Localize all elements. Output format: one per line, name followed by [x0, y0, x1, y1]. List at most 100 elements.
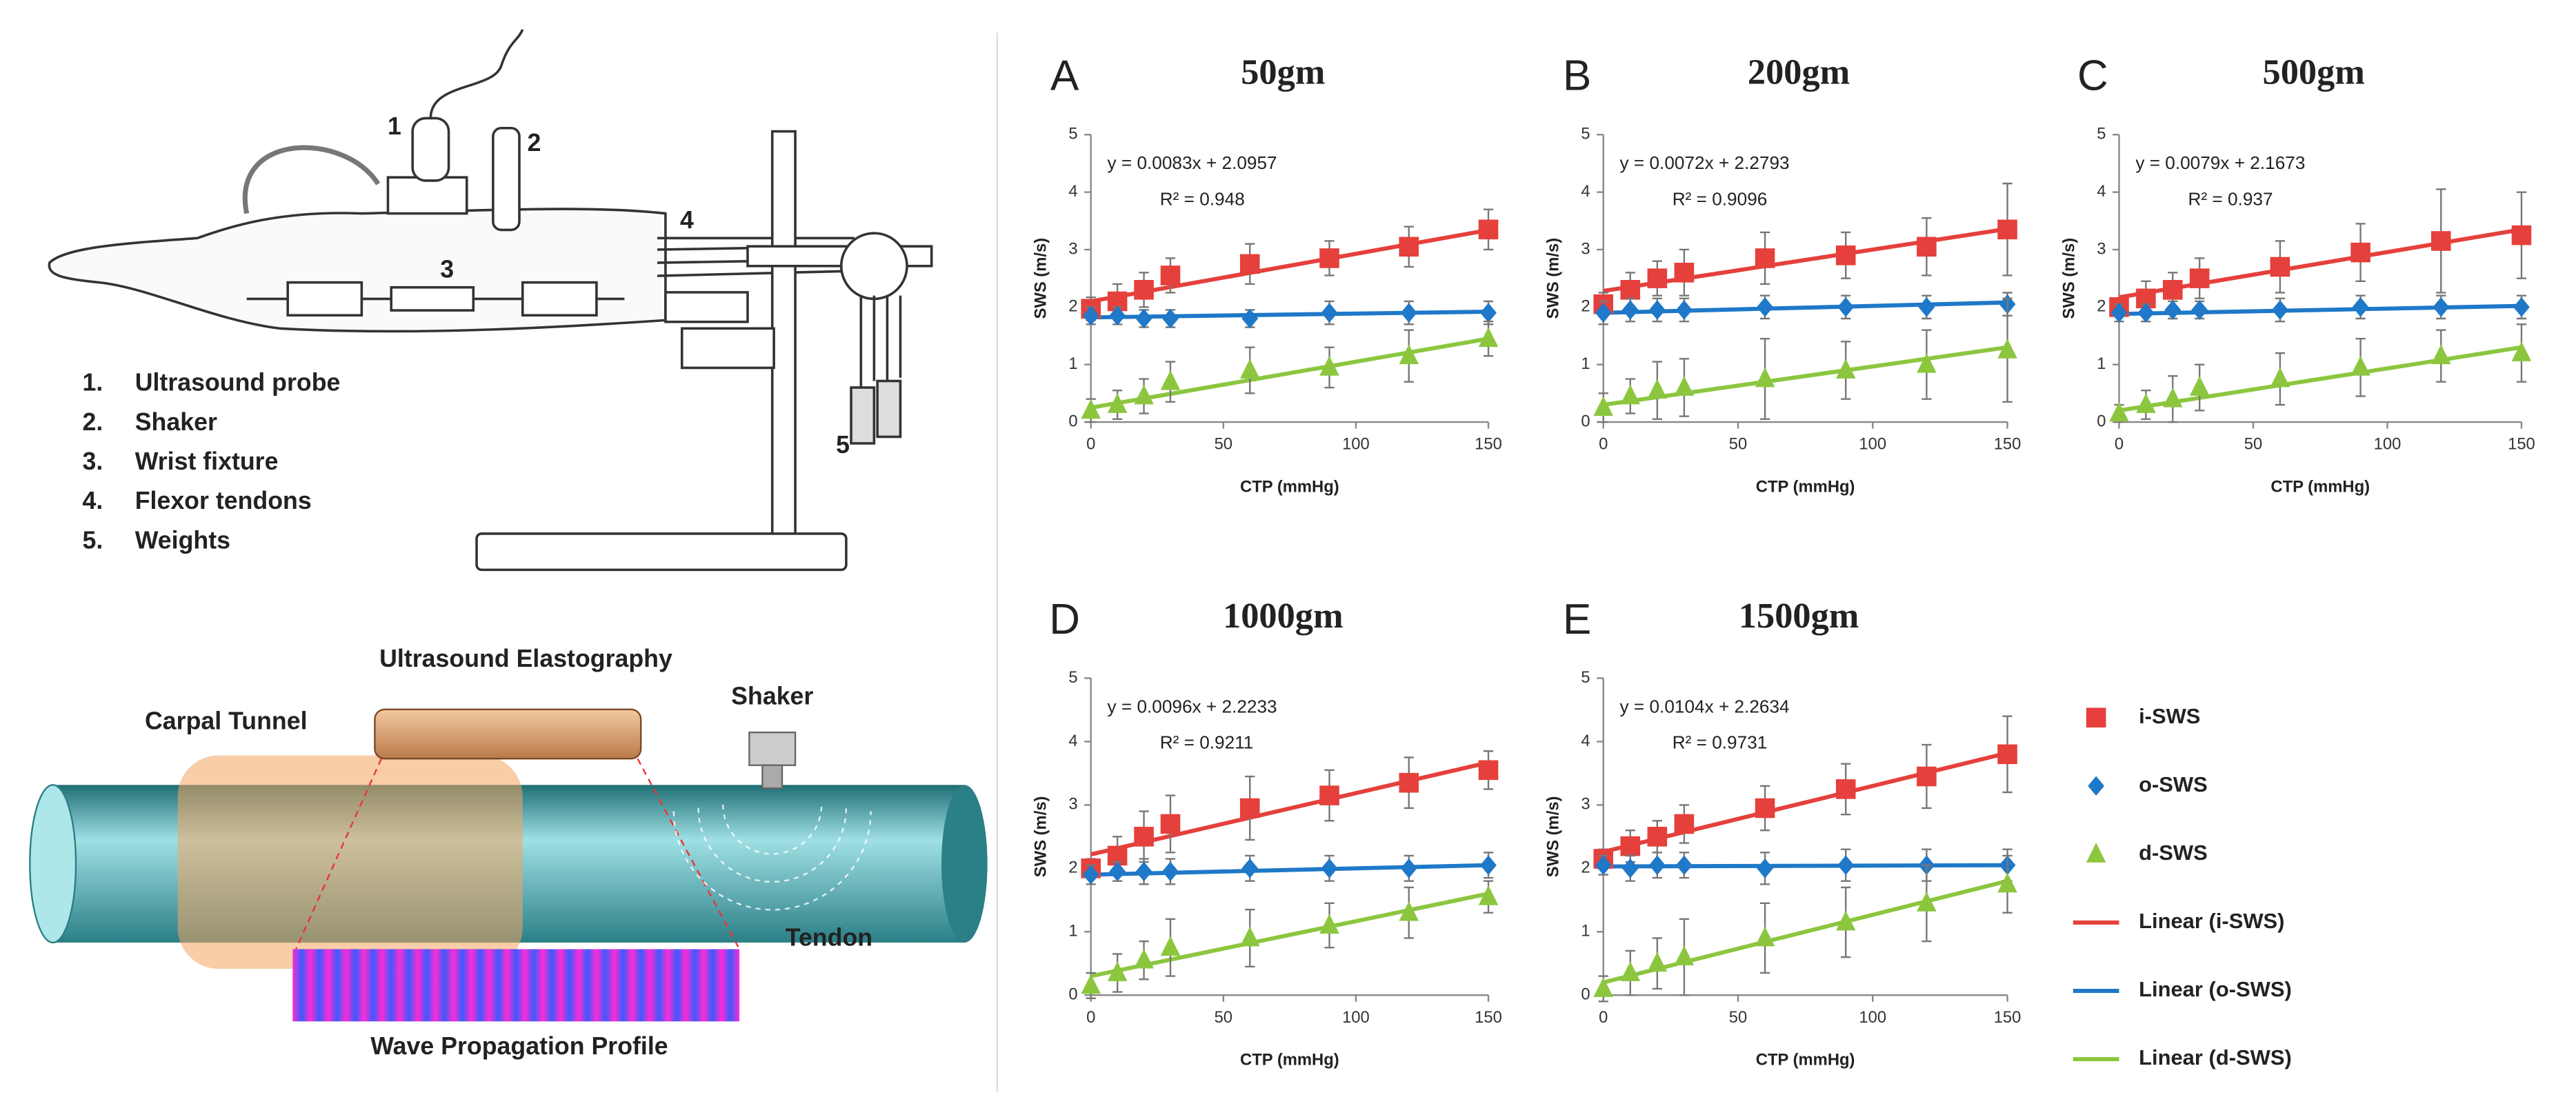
elastography-illustration [29, 708, 988, 1022]
y-tick-label: 5 [1581, 125, 1590, 143]
equation: y = 0.0096x + 2.2233 [1108, 696, 1277, 716]
x-tick-label: 50 [2244, 435, 2262, 454]
probe [411, 117, 450, 182]
callout: 4 [680, 206, 694, 234]
y-tick-label: 5 [1581, 668, 1590, 687]
equation: y = 0.0079x + 2.1673 [2135, 152, 2305, 173]
r-squared: R² = 0.9096 [1673, 188, 1768, 209]
point [1399, 901, 1419, 921]
list-number: 4. [83, 487, 103, 514]
x-axis-label: CTP (mmHg) [1240, 478, 1339, 496]
point [1134, 948, 1154, 969]
y-tick-label: 5 [1068, 668, 1077, 687]
point [1835, 910, 1856, 931]
point [1620, 280, 1641, 300]
point [1135, 861, 1152, 882]
list-item: Weights [135, 526, 230, 554]
y-tick-label: 4 [2097, 182, 2106, 201]
y-axis-label: SWS (m/s) [1032, 238, 1050, 319]
fit-line [1090, 336, 1489, 410]
point [1239, 254, 1260, 274]
point [1478, 760, 1499, 781]
y-tick-label: 0 [2097, 412, 2106, 430]
clamp [680, 327, 775, 370]
panel-letter: A [1050, 52, 1079, 100]
wave-profile [292, 949, 740, 1022]
label: Wave Propagation Profile [370, 1032, 668, 1060]
point [1997, 219, 2017, 240]
point [1135, 308, 1152, 329]
x-tick-label: 0 [1599, 1008, 1608, 1027]
point [1400, 303, 1417, 323]
point [1399, 344, 1419, 365]
cable-loop [242, 145, 381, 214]
x-tick-label: 50 [1729, 435, 1747, 454]
label: Tendon [786, 924, 872, 952]
point [1595, 855, 1612, 875]
y-tick-label: 4 [1581, 732, 1590, 750]
point [1595, 303, 1612, 323]
list-item: Ultrasound probe [135, 369, 341, 396]
y-axis-label: SWS (m/s) [1544, 796, 1563, 878]
x-tick-label: 100 [1342, 1008, 1370, 1027]
point [1755, 798, 1775, 818]
legend-swatch [2086, 707, 2106, 727]
x-tick-label: 100 [1342, 435, 1370, 454]
point [1162, 308, 1179, 329]
chart-title: 500gm [2263, 52, 2365, 92]
weights [850, 386, 876, 445]
shaker-device [492, 126, 521, 232]
point [1478, 327, 1499, 348]
legend-label: Linear (d-SWS) [2139, 1045, 2292, 1069]
y-tick-label: 1 [1581, 922, 1590, 941]
point [1399, 237, 1419, 257]
point [1321, 303, 1338, 323]
point [1757, 297, 1773, 317]
y-tick-label: 3 [1068, 795, 1077, 814]
point [1319, 914, 1339, 934]
list-item: Flexor tendons [135, 487, 312, 514]
y-axis-label: SWS (m/s) [2059, 238, 2078, 319]
x-tick-label: 150 [1475, 1008, 1502, 1027]
point [1241, 858, 1259, 878]
point [1081, 399, 1101, 419]
point [1319, 248, 1339, 268]
r-squared: R² = 0.9211 [1160, 732, 1254, 753]
point [1835, 779, 1856, 799]
fit-line [1603, 227, 2008, 293]
callout: 2 [527, 129, 541, 157]
label: Carpal Tunnel [145, 707, 308, 734]
panel-letter: E [1563, 596, 1591, 643]
point [2350, 242, 2370, 263]
legend-label: d-SWS [2139, 841, 2208, 865]
point [1837, 855, 1855, 875]
point [2137, 303, 2155, 323]
x-tick-label: 0 [2115, 435, 2124, 454]
x-axis-label: CTP (mmHg) [2270, 478, 2370, 496]
tube-end [941, 785, 988, 943]
setup-illustration [48, 29, 933, 572]
point [1997, 744, 2017, 765]
carpal-tunnel [177, 755, 523, 970]
point [1162, 861, 1179, 882]
point [1648, 855, 1666, 875]
point [1107, 393, 1128, 413]
x-tick-label: 150 [2508, 435, 2535, 454]
point [1647, 268, 1668, 288]
point [1647, 952, 1668, 972]
point [2270, 367, 2290, 388]
point [1674, 376, 1695, 396]
fit-line [1090, 310, 1489, 320]
point [1134, 280, 1154, 300]
point [1755, 926, 1775, 947]
tube-end [29, 784, 77, 944]
panel-letter: B [1563, 52, 1591, 100]
chart-title: 1000gm [1223, 596, 1344, 636]
point [1082, 865, 1099, 885]
point [2191, 300, 2208, 320]
shaker-stem [761, 764, 783, 790]
point [1647, 827, 1668, 847]
point [1109, 861, 1126, 882]
